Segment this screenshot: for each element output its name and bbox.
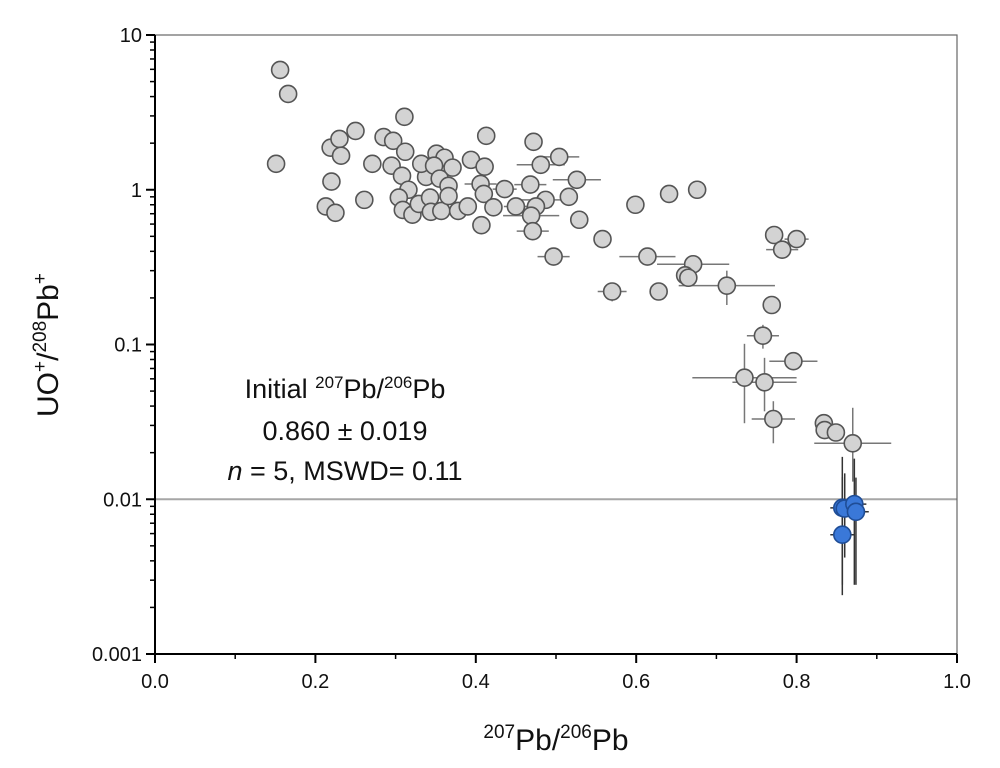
x-tick-label: 1.0 [943, 671, 971, 693]
data-point [330, 129, 349, 149]
annotation-box: Initial 207Pb/206Pb 0.860 ± 0.019 n = 5,… [227, 373, 462, 486]
data-point [363, 154, 382, 174]
data-point [495, 179, 514, 199]
y-tick-label: 0.001 [92, 644, 142, 666]
data-point [270, 60, 290, 80]
data-point [531, 155, 551, 175]
data-point [476, 126, 496, 146]
data-point [458, 197, 478, 216]
data-point [593, 229, 612, 249]
data-point [521, 206, 541, 225]
data-point [355, 190, 374, 210]
data-point [735, 368, 754, 388]
data-point [443, 158, 462, 177]
data-point [753, 326, 773, 345]
data-point [475, 157, 494, 176]
y-tick-label: 1 [131, 180, 142, 202]
data-point [762, 295, 782, 315]
data-point [755, 372, 774, 392]
y-tick-label: 10 [120, 25, 142, 47]
data-point [567, 170, 587, 190]
data-point [649, 282, 668, 301]
x-tick-label: 0.0 [141, 671, 169, 693]
data-point [843, 433, 863, 453]
points-layer [266, 60, 866, 545]
data-point [331, 146, 351, 165]
axes: 0.001 0.01 0.1 1 10 0.0 0.2 0.4 0.6 0.8 1.0 [92, 25, 971, 693]
data-point [659, 184, 679, 204]
data-point [472, 215, 491, 235]
y-tick-label: 0.01 [103, 489, 142, 511]
x-tick-label: 0.2 [301, 671, 329, 693]
data-point [602, 282, 622, 301]
data-point [439, 186, 458, 206]
data-point [544, 247, 563, 266]
annotation-line-3: n = 5, MSWD= 0.11 [227, 456, 462, 486]
data-point [346, 121, 365, 141]
data-point [326, 203, 345, 223]
data-point [559, 187, 579, 207]
data-point [266, 154, 286, 174]
data-point [278, 84, 298, 104]
data-point [679, 268, 698, 288]
plot-frame [154, 34, 958, 655]
data-point [638, 247, 657, 266]
annotation-line-2: 0.860 ± 0.019 [263, 416, 428, 446]
data-point [524, 132, 543, 152]
data-point [549, 147, 569, 167]
data-point [383, 131, 403, 151]
y-tick-label: 0.1 [114, 335, 142, 357]
data-point [322, 172, 341, 191]
data-point [626, 195, 645, 215]
data-point-selected [833, 525, 852, 545]
data-point [687, 180, 707, 200]
x-tick-label: 0.8 [783, 671, 811, 693]
x-axis-title: 207Pb/206Pb [483, 722, 628, 757]
data-point [521, 175, 540, 194]
data-point-selected [846, 502, 866, 522]
data-point [474, 184, 494, 204]
data-point [569, 210, 589, 230]
data-point [484, 198, 503, 217]
data-point [764, 225, 784, 245]
data-point [395, 142, 415, 162]
data-point [717, 276, 737, 295]
y-axis-title: UO+/208Pb+ [30, 273, 65, 417]
data-point [784, 351, 803, 371]
data-point [523, 221, 543, 241]
data-point [772, 240, 792, 259]
data-point [826, 423, 846, 442]
x-tick-label: 0.4 [462, 671, 490, 693]
data-point [395, 107, 414, 127]
data-point [506, 197, 526, 216]
data-point [787, 229, 806, 249]
annotation-line-1: Initial 207Pb/206Pb [245, 373, 446, 404]
data-point [764, 409, 783, 429]
x-tick-label: 0.6 [622, 671, 650, 693]
